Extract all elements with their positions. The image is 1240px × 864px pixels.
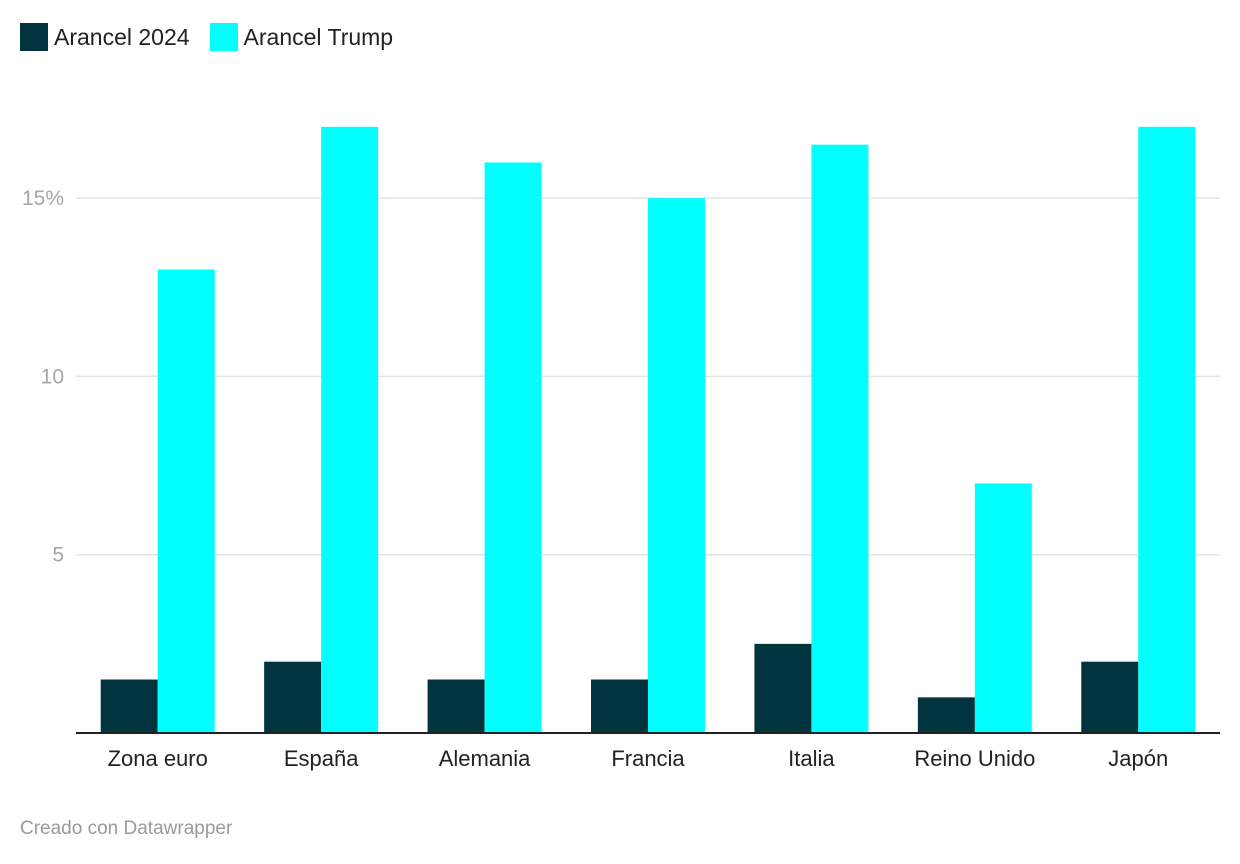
y-tick-label-5: 5 bbox=[52, 544, 64, 567]
x-tick-label-3: Francia bbox=[611, 746, 685, 771]
bar-arancel-trump-4 bbox=[811, 144, 869, 733]
bar-arancel-trump-2 bbox=[484, 162, 542, 733]
legend-label-arancel-2024: Arancel 2024 bbox=[54, 23, 190, 50]
x-tick-label-5: Reino Unido bbox=[914, 746, 1035, 771]
legend-item-arancel-trump: Arancel Trump bbox=[209, 23, 394, 51]
credit-text: Creado con Datawrapper bbox=[20, 818, 233, 839]
legend-label-arancel-trump: Arancel Trump bbox=[243, 23, 394, 50]
x-tick-label-1: España bbox=[284, 746, 359, 771]
bar-arancel-2024-5 bbox=[917, 697, 975, 733]
bar-arancel-trump-0 bbox=[157, 269, 215, 733]
legend-swatch-arancel-trump bbox=[209, 23, 238, 51]
bar-arancel-2024-4 bbox=[754, 643, 812, 733]
legend-item-arancel-2024: Arancel 2024 bbox=[20, 23, 190, 51]
bar-arancel-2024-1 bbox=[264, 661, 322, 733]
x-tick-label-2: Alemania bbox=[439, 746, 531, 771]
bar-arancel-trump-5 bbox=[974, 483, 1032, 733]
bar-arancel-2024-0 bbox=[100, 679, 158, 733]
x-tick-label-0: Zona euro bbox=[108, 746, 208, 771]
bar-arancel-trump-3 bbox=[648, 198, 705, 734]
bar-arancel-2024-6 bbox=[1081, 661, 1139, 733]
x-tick-label-4: Italia bbox=[788, 746, 835, 771]
x-tick-label-6: Japón bbox=[1108, 746, 1168, 771]
bar-chart: 5 10 15% Zona euro España Alemania Francia Ital… bbox=[22, 126, 1220, 771]
bar-arancel-trump-6 bbox=[1138, 126, 1196, 734]
bar-arancel-2024-2 bbox=[427, 679, 485, 733]
legend-swatch-arancel-2024 bbox=[20, 23, 48, 51]
bar-arancel-2024-3 bbox=[591, 679, 648, 733]
bar-arancel-trump-1 bbox=[321, 126, 379, 734]
y-tick-label-15: 15% bbox=[22, 187, 64, 210]
y-tick-label-10: 10 bbox=[41, 365, 64, 388]
legend: Arancel 2024 Arancel Trump bbox=[20, 23, 413, 51]
